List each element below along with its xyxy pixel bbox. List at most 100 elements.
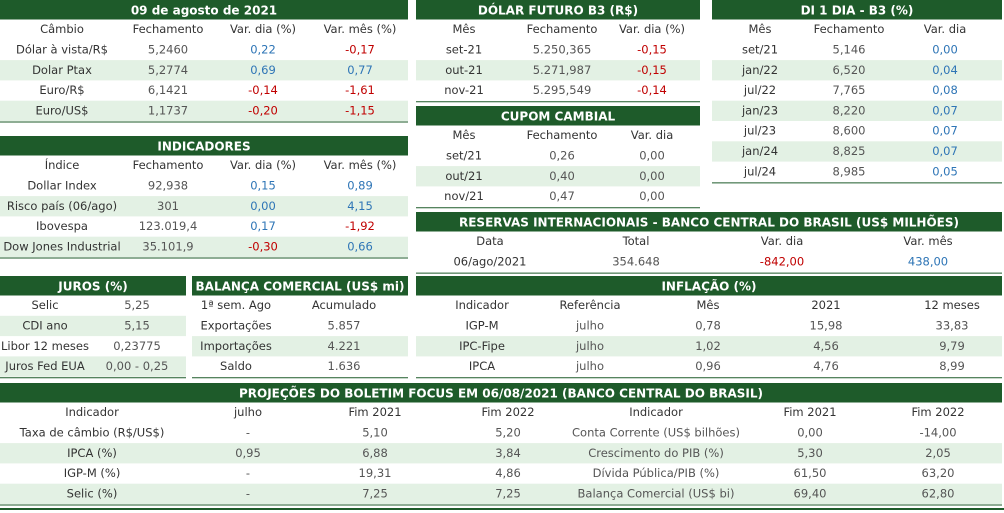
cell: 1.636: [328, 359, 361, 373]
cell: Dow Jones Industrial: [3, 239, 120, 253]
table-title: INFLAÇÃO (%): [661, 278, 756, 293]
cell: 33,83: [936, 318, 969, 332]
cell: 8,985: [833, 164, 866, 178]
cell: 4,15: [347, 199, 373, 213]
cell: 2,05: [925, 446, 951, 460]
column-header: Câmbio: [40, 22, 84, 36]
column-header: Total: [622, 234, 650, 248]
cell: 8,99: [939, 359, 965, 373]
cell: IPCA: [469, 359, 495, 373]
cell: 4,86: [495, 466, 521, 480]
column-header: Var. dia (%): [230, 22, 296, 36]
cell: 69,40: [794, 486, 827, 500]
column-header: Var. dia (%): [230, 158, 296, 172]
cell: 301: [157, 199, 179, 213]
cell: 0,00: [639, 189, 665, 203]
cell: 5.271,987: [533, 63, 592, 77]
cell: Ibovespa: [36, 219, 88, 233]
cell: 5,15: [124, 318, 150, 332]
cell: -14,00: [919, 425, 956, 439]
cell: 7,25: [495, 486, 521, 500]
cell: julho: [575, 318, 604, 332]
cell: 1,1737: [148, 103, 188, 117]
cell: Importações: [200, 339, 272, 353]
cell: 0,26: [549, 148, 575, 162]
cell: 0,04: [932, 63, 958, 77]
cell: 5,25: [124, 298, 150, 312]
cell: set/21: [742, 42, 778, 56]
cell: 19,31: [359, 466, 392, 480]
cell: 7,25: [362, 486, 388, 500]
bottom-rule: [0, 508, 1004, 510]
cell: Selic (%): [67, 486, 118, 500]
table-title-bar: [0, 0, 408, 20]
table-title-bar: [0, 276, 186, 296]
row-shade: [0, 100, 408, 121]
cell: 5.295,549: [533, 83, 592, 97]
cell: 6,88: [362, 446, 388, 460]
row-shade: [712, 100, 1002, 121]
table-title-bar: [192, 276, 408, 296]
cell: 61,50: [794, 466, 827, 480]
cell: -: [246, 425, 250, 439]
cell: 9,79: [939, 339, 965, 353]
row-shade: [416, 166, 700, 187]
row-shade: [192, 336, 408, 357]
cell: 0,15: [250, 178, 276, 192]
cell: -1,92: [345, 219, 375, 233]
column-header: Acumulado: [312, 298, 376, 312]
column-header: Fechamento: [133, 22, 204, 36]
column-header: Referência: [559, 298, 620, 312]
table-title: BALANÇA COMERCIAL (US$ mi): [196, 279, 405, 293]
cell: 5,2460: [148, 42, 188, 56]
cell: 0,07: [932, 103, 958, 117]
row-shade: [0, 443, 1002, 464]
column-header: julho: [233, 405, 262, 419]
cell: 0,00 - 0,25: [106, 359, 169, 373]
cell: 5,146: [833, 42, 866, 56]
cell: CDI ano: [22, 318, 67, 332]
cell: julho: [575, 339, 604, 353]
column-header: Fim 2022: [911, 405, 964, 419]
cell: 5,10: [362, 425, 388, 439]
cell: 0,89: [347, 178, 373, 192]
cell: 0,07: [932, 144, 958, 158]
cell: IPCA (%): [67, 446, 117, 460]
cell: -0,14: [637, 83, 667, 97]
cell: 6,520: [833, 63, 866, 77]
cell: set/21: [446, 148, 482, 162]
cell: julho: [575, 359, 604, 373]
column-header: 12 meses: [924, 298, 980, 312]
cell: 06/ago/2021: [453, 254, 526, 268]
cell: -1,61: [345, 83, 375, 97]
column-header: Indicador: [455, 298, 509, 312]
column-header: Var. mês: [903, 234, 952, 248]
row-shade: [0, 315, 186, 337]
cell: IGP-M: [465, 318, 498, 332]
cell: 5,30: [797, 446, 823, 460]
row-shade: [416, 60, 700, 81]
cell: 0,00: [639, 148, 665, 162]
cell: -: [246, 466, 250, 480]
cell: 4.221: [328, 339, 361, 353]
row-shade: [0, 356, 186, 377]
table-title-bar: [416, 106, 700, 126]
cell: 5,2774: [148, 63, 188, 77]
row-shade: [416, 336, 1002, 357]
cell: Saldo: [220, 359, 252, 373]
cell: Juros Fed EUA: [4, 359, 85, 373]
cell: 0,05: [932, 164, 958, 178]
cell: jul/24: [743, 164, 776, 178]
table-title-bar: [416, 0, 700, 20]
column-header: Mês: [453, 22, 476, 36]
cell: Dólar à vista/R$: [16, 42, 108, 56]
cell: 0,08: [932, 83, 958, 97]
cell: 0,66: [347, 239, 373, 253]
column-header: Fechamento: [814, 22, 885, 36]
cell: jul/22: [743, 83, 776, 97]
table-title: CUPOM CAMBIAL: [501, 109, 616, 123]
column-header: Fechamento: [527, 128, 598, 142]
cell: Exportações: [200, 318, 271, 332]
column-header: Var. dia: [761, 234, 804, 248]
column-header: Fim 2021: [783, 405, 836, 419]
